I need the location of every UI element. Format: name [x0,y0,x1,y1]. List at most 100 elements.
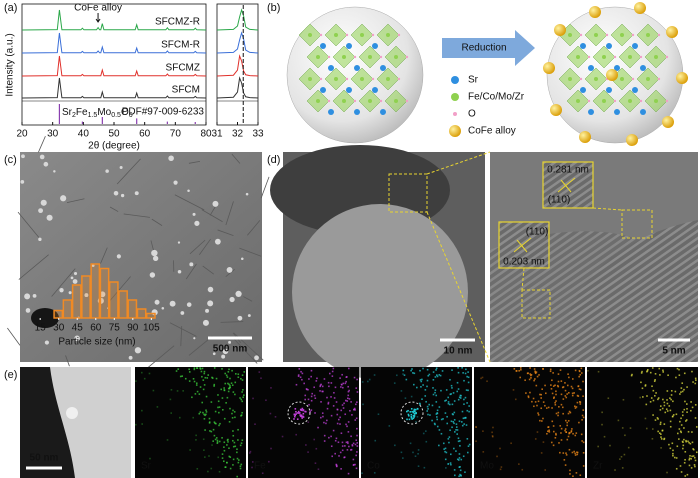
particle [39,154,45,160]
map-signal [320,401,322,403]
map-signal [466,375,468,378]
map-signal [320,416,322,419]
map-signal [481,376,484,379]
formula-part: Sr [62,107,73,118]
map-signal [407,413,410,416]
particle [221,354,226,359]
particle [194,220,200,226]
map-signal [581,414,584,417]
map-signal [670,390,673,392]
a-site [328,65,334,71]
map-signal [295,433,297,436]
grain-boundary [185,263,197,280]
map-signal [413,416,415,418]
map-signal [555,432,557,435]
map-signal [691,370,693,373]
particle [119,165,123,169]
map-signal [344,445,346,447]
map-signal [304,410,306,413]
scale-bar-label: 500 nm [213,344,248,355]
o-site [587,55,591,59]
map-signal [303,382,305,385]
map-signal [684,458,686,461]
map-signal [348,398,351,400]
map-signal [356,434,358,437]
map-signal [350,401,352,403]
map-signal [210,467,213,470]
map-signal [233,441,236,444]
map-signal [662,371,665,373]
map-signal [567,420,570,422]
map-signal [582,465,585,467]
map-signal [198,412,201,415]
map-signal [582,416,585,419]
grain-boundary [51,268,76,297]
map-signal [281,435,284,438]
map-signal [435,369,437,371]
map-signal [270,447,272,450]
sem-image [20,152,262,362]
a-site [372,43,378,49]
map-signal [465,389,468,391]
map-signal [350,448,353,451]
map-signal [560,432,562,434]
map-signal [321,412,324,414]
map-signal [468,410,470,413]
map-signal [557,411,560,414]
map-signal [578,375,580,378]
particle [245,192,249,196]
map-signal [415,420,417,423]
map-signal [659,421,662,424]
map-signal [679,430,682,433]
map-signal [680,387,683,389]
map-signal [249,450,252,453]
map-signal [451,369,453,371]
map-signal [294,414,297,416]
map-signal [425,440,428,443]
map-signal [566,424,568,427]
map-signal [448,441,450,444]
xrd-line [21,77,207,99]
map-signal [582,380,584,383]
o-site [639,99,643,103]
map-image [587,367,698,478]
map-signal [184,377,187,380]
map-signal [340,432,343,435]
map-signal [560,393,563,396]
map-signal [223,449,226,452]
map-signal [463,423,465,425]
map-signal [297,374,300,376]
b-site [342,99,346,103]
map-signal [409,442,412,445]
map-signal [335,401,338,403]
grain-boundary [217,229,234,237]
particle [72,279,78,284]
map-signal [607,397,610,400]
map-signal [672,452,674,455]
b-site [594,77,598,81]
map-signal [410,408,413,410]
o-site [345,33,349,37]
b-site [342,55,346,59]
map-signal [562,452,565,454]
map-signal [519,376,522,379]
map-signal [659,423,662,426]
map-signal [202,438,205,441]
fft-inset [542,161,594,209]
map-signal [260,377,262,379]
map-signal [537,412,539,414]
map-signal [679,420,681,423]
map-signal [414,408,417,411]
map-signal [207,374,210,376]
map-signal [580,372,583,374]
b-site [576,99,580,103]
map-signal [342,407,345,409]
map-signal [414,455,417,458]
x-tick-label: 60 [90,323,102,334]
map-signal [577,395,580,397]
map-signal [549,368,552,371]
map-signal [265,399,267,402]
b-site [334,77,338,81]
map-signal [420,386,422,388]
map-signal [641,370,643,373]
